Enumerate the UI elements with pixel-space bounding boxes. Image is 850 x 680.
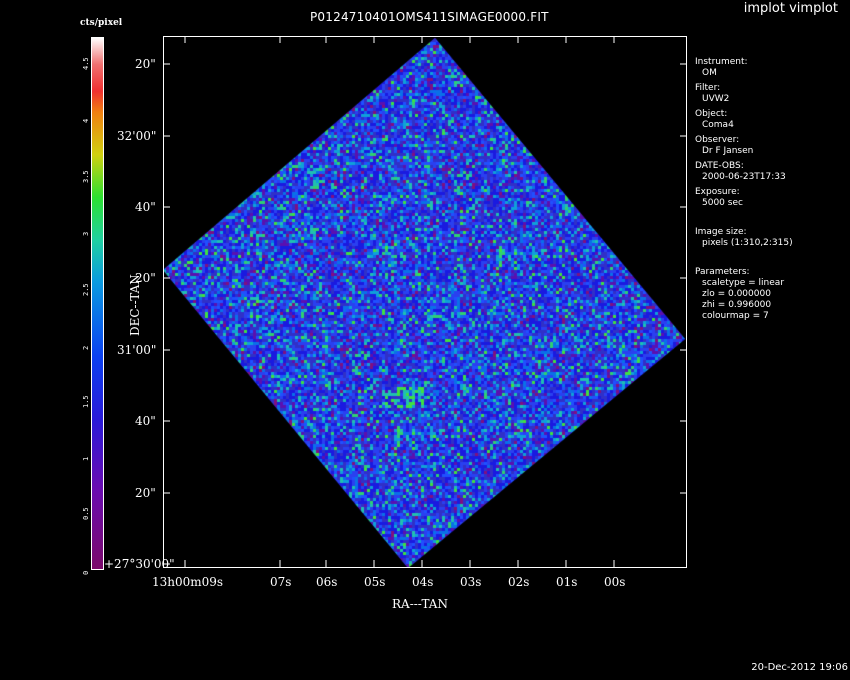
info-param: zlo = 0.000000 <box>702 289 771 299</box>
info-value: Dr F Jansen <box>702 146 754 156</box>
info-param: colourmap = 7 <box>702 311 769 321</box>
x-tick-label: 01s <box>556 575 578 589</box>
info-key: Parameters: <box>695 267 750 277</box>
info-key: Object: <box>695 109 728 119</box>
plot-title: P0124710401OMS411SIMAGE0000.FIT <box>310 10 549 24</box>
info-key: Image size: <box>695 227 747 237</box>
info-value: OM <box>702 68 717 78</box>
timestamp: 20-Dec-2012 19:06 <box>751 662 848 673</box>
info-key: Observer: <box>695 135 740 145</box>
x-tick-label: 04s <box>412 575 434 589</box>
info-key: Exposure: <box>695 187 740 197</box>
sky-image <box>163 36 687 568</box>
app-title: implot vimplot <box>743 1 838 16</box>
info-key: Filter: <box>695 83 721 93</box>
info-value: UVW2 <box>702 94 730 104</box>
colorbar-label: cts/pixel <box>80 18 123 28</box>
x-tick-label: 13h00m09s <box>152 575 224 589</box>
y-tick-label: 20" <box>135 271 156 285</box>
y-tick-label: 40" <box>135 200 156 214</box>
info-key: Instrument: <box>695 57 748 67</box>
y-tick-label: 20" <box>135 486 156 500</box>
x-tick-label: 05s <box>364 575 386 589</box>
y-tick-label: 31'00" <box>117 343 157 357</box>
colorbar <box>91 37 104 570</box>
info-value: 2000-06-23T17:33 <box>702 172 786 182</box>
y-tick-label: +27°30'00" <box>104 557 175 571</box>
x-tick-label: 02s <box>508 575 530 589</box>
info-value: Coma4 <box>702 120 734 130</box>
x-tick-label: 00s <box>604 575 626 589</box>
x-tick-label: 03s <box>460 575 482 589</box>
x-tick-label: 06s <box>316 575 338 589</box>
x-tick-label: 07s <box>270 575 292 589</box>
y-axis-label: DEC--TAN <box>128 274 142 336</box>
info-panel: Instrument: OM Filter: UVW2 Object: Coma… <box>695 57 793 322</box>
info-value: pixels (1:310,2:315) <box>702 238 793 248</box>
x-axis-label: RA---TAN <box>392 597 448 611</box>
info-value: 5000 sec <box>702 198 743 208</box>
info-param: zhi = 0.996000 <box>702 300 772 310</box>
y-tick-label: 20" <box>135 57 156 71</box>
info-key: DATE-OBS: <box>695 161 744 171</box>
y-tick-label: 32'00" <box>117 129 157 143</box>
info-param: scaletype = linear <box>702 278 785 288</box>
y-tick-label: 40" <box>135 414 156 428</box>
